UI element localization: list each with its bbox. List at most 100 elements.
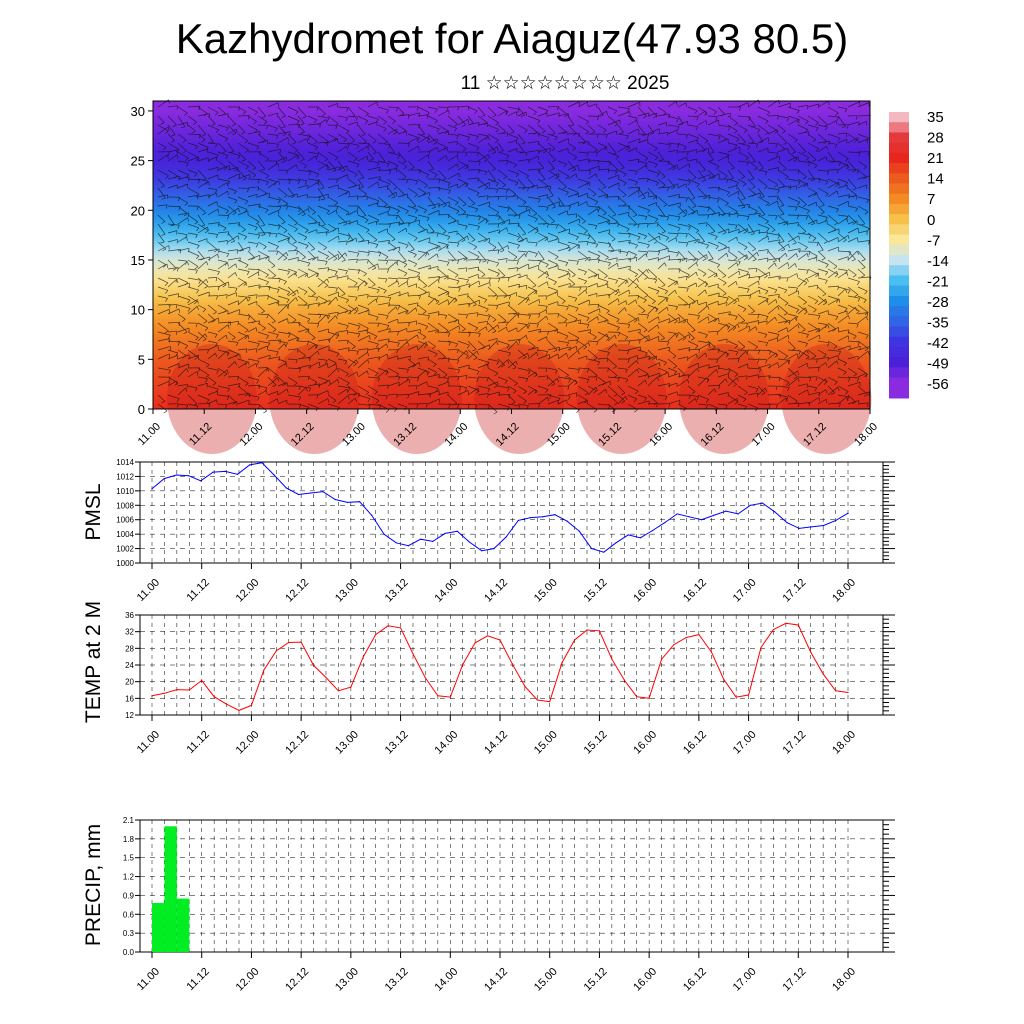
wind-barb bbox=[547, 329, 558, 333]
wind-barb-flag bbox=[803, 311, 808, 315]
wind-barb bbox=[627, 169, 638, 172]
wind-barb bbox=[287, 331, 300, 339]
wind-barb bbox=[417, 381, 428, 387]
wind-barb-flag bbox=[815, 358, 818, 363]
wind-barb-flag bbox=[497, 146, 499, 151]
wind-barb bbox=[737, 160, 749, 163]
wind-barb bbox=[427, 265, 439, 270]
wind-barb-flag bbox=[696, 258, 698, 263]
wind-barb bbox=[547, 160, 555, 169]
wind-barb bbox=[437, 187, 451, 191]
wind-barb-flag bbox=[385, 260, 389, 265]
wind-barb-flag bbox=[508, 295, 511, 300]
wind-barb bbox=[187, 340, 199, 344]
wind-barb-flag bbox=[196, 227, 200, 232]
wind-barb bbox=[707, 169, 716, 178]
wind-barb-flag bbox=[706, 379, 710, 383]
wind-barb-flag bbox=[757, 314, 760, 319]
wind-barb-flag bbox=[775, 153, 779, 157]
wind-barb-flag bbox=[335, 296, 339, 301]
wind-barb bbox=[247, 178, 260, 180]
wind-barb bbox=[727, 160, 735, 169]
wind-barb-flag bbox=[198, 367, 201, 372]
wind-barb-flag bbox=[486, 122, 489, 128]
wind-barb bbox=[857, 160, 867, 167]
wind-barb-flag bbox=[244, 393, 249, 397]
wind-barb bbox=[517, 274, 528, 279]
wind-barb bbox=[447, 340, 458, 345]
wind-barb bbox=[227, 124, 237, 134]
wind-barb bbox=[167, 105, 178, 108]
wind-barb-flag bbox=[167, 154, 169, 159]
wind-barb-flag bbox=[709, 159, 714, 162]
wind-barb bbox=[507, 205, 518, 216]
wind-barb-flag bbox=[530, 185, 535, 189]
wind-barb-flag bbox=[365, 219, 369, 223]
wind-barb bbox=[507, 339, 521, 342]
wind-barb bbox=[327, 223, 337, 230]
wind-barb-flag bbox=[765, 221, 769, 225]
wind-barb bbox=[327, 227, 339, 234]
wind-barb bbox=[677, 356, 689, 360]
wind-barb-flag bbox=[793, 158, 798, 162]
wind-barb bbox=[367, 347, 379, 351]
wind-barb bbox=[567, 187, 579, 193]
wind-barb bbox=[247, 327, 257, 333]
wind-barb-flag bbox=[391, 238, 396, 242]
wind-barb-flag bbox=[337, 227, 340, 232]
wind-barb bbox=[647, 336, 659, 342]
wind-barb-flag bbox=[465, 350, 469, 355]
wind-barb-flag bbox=[682, 337, 687, 341]
wind-barb-flag bbox=[761, 214, 766, 217]
wind-barb-flag bbox=[334, 202, 338, 206]
wind-barb bbox=[187, 156, 199, 162]
wind-barb-flag bbox=[257, 179, 260, 184]
wind-barb-flag bbox=[856, 195, 858, 200]
wind-barb-flag bbox=[725, 202, 729, 207]
wind-barb-flag bbox=[501, 364, 505, 368]
wind-barb bbox=[197, 313, 208, 322]
wind-barb bbox=[307, 115, 317, 121]
wind-barb bbox=[817, 241, 824, 251]
wind-barb bbox=[347, 258, 358, 261]
wind-barb bbox=[487, 205, 500, 213]
wind-barb bbox=[347, 220, 358, 225]
wind-barb bbox=[547, 250, 559, 258]
wind-barb bbox=[487, 146, 498, 153]
wind-barb bbox=[647, 128, 660, 135]
wind-barb bbox=[377, 369, 388, 378]
wind-barb bbox=[157, 322, 169, 332]
wind-barb bbox=[317, 119, 327, 126]
wind-barb-flag bbox=[366, 196, 369, 201]
wind-barb-flag bbox=[263, 410, 267, 414]
wind-barb bbox=[487, 214, 501, 217]
wind-barb-flag bbox=[254, 227, 258, 231]
wind-barb-flag bbox=[838, 298, 841, 303]
wind-barb-flag bbox=[727, 155, 730, 160]
wind-barb bbox=[647, 214, 659, 220]
wind-barb-flag bbox=[674, 289, 677, 294]
wind-barb bbox=[747, 178, 756, 188]
wind-barb-flag bbox=[425, 326, 429, 330]
wind-barb-flag bbox=[467, 119, 470, 124]
wind-barb-flag bbox=[495, 122, 499, 126]
wind-barb-flag bbox=[374, 391, 378, 395]
wind-barb-flag bbox=[484, 187, 489, 190]
wind-barb bbox=[427, 115, 438, 122]
wind-barb bbox=[437, 275, 449, 279]
wind-barb-flag bbox=[796, 110, 800, 114]
wind-barb bbox=[327, 253, 339, 261]
wind-barb bbox=[327, 196, 338, 203]
wind-barb-flag bbox=[647, 209, 651, 214]
wind-barb bbox=[777, 349, 788, 357]
wind-barb bbox=[507, 178, 519, 183]
wind-barb bbox=[297, 322, 309, 331]
wind-barb bbox=[557, 268, 569, 273]
wind-barb-flag bbox=[388, 207, 391, 212]
wind-barb-flag bbox=[204, 327, 209, 331]
wind-barb bbox=[337, 165, 348, 171]
wind-barb bbox=[297, 385, 311, 389]
wind-barb bbox=[417, 205, 427, 211]
wind-barb-flag bbox=[213, 311, 217, 315]
wind-barb-flag bbox=[196, 195, 199, 200]
